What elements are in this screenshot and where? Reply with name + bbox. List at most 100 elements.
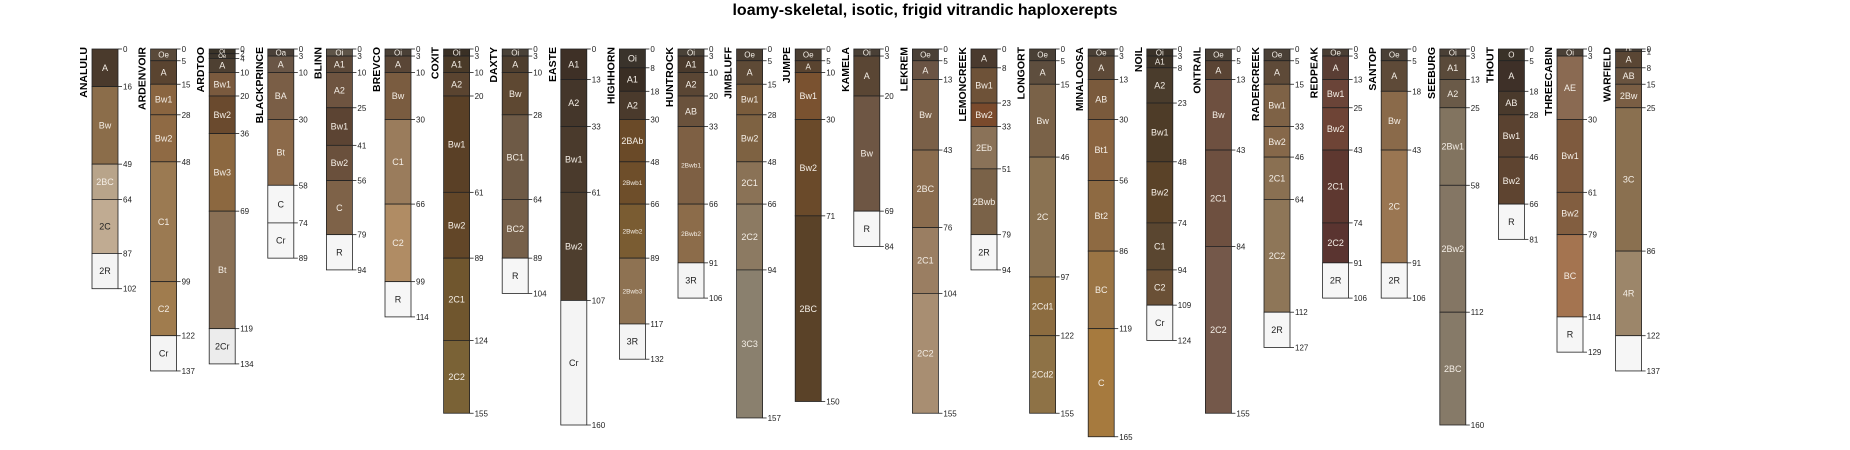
horizon-block bbox=[1556, 119, 1584, 193]
depth-label: 43 bbox=[1236, 146, 1245, 155]
horizon-label: Bt bbox=[218, 265, 227, 275]
horizon-label: A bbox=[981, 54, 987, 64]
depth-label: 13 bbox=[592, 76, 601, 85]
soil-profile-highhorn: HIGHHORN Oi 8 A1 18 A2 30 2BAb 48 2Bwb1 66 2Bwb2 89 2… bbox=[605, 45, 664, 364]
horizon-label: C bbox=[278, 199, 285, 209]
horizon-label: Bw2 bbox=[799, 163, 817, 173]
depth-label: 5 bbox=[826, 57, 831, 66]
depth-label: 0 bbox=[592, 45, 597, 54]
horizon-block bbox=[1205, 245, 1232, 414]
depth-label: 58 bbox=[1471, 181, 1480, 190]
depth-label: 165 bbox=[1119, 433, 1133, 442]
horizon-block bbox=[91, 48, 119, 87]
profile-name: BLINN bbox=[312, 47, 324, 79]
horizon-block bbox=[150, 161, 178, 283]
horizon-block bbox=[560, 191, 588, 301]
soil-profile-jimbluff: JIMBLUFF Oe 5 A 15 Bw1 28 Bw2 48 2C1 66 2C2 94 3C3 157… bbox=[723, 45, 782, 423]
depth-label: 41 bbox=[357, 141, 366, 150]
depth-label: 0 bbox=[357, 45, 362, 54]
horizon-block bbox=[736, 203, 763, 271]
horizon-block bbox=[267, 222, 295, 259]
depth-label: 79 bbox=[357, 231, 366, 240]
depth-label: 79 bbox=[1588, 231, 1597, 240]
horizon-label: A bbox=[161, 68, 167, 78]
depth-label: 13 bbox=[1236, 76, 1245, 85]
profile-name: HUNTROCK bbox=[664, 47, 676, 107]
horizon-block bbox=[1146, 67, 1174, 104]
horizon-label: BA bbox=[275, 91, 287, 101]
depth-label: 0 bbox=[475, 45, 480, 54]
depth-label: 30 bbox=[1119, 116, 1128, 125]
horizon-block bbox=[1263, 83, 1291, 127]
horizon-block bbox=[1263, 311, 1291, 348]
depth-label: 0 bbox=[1412, 45, 1417, 54]
depth-label: 71 bbox=[826, 212, 835, 221]
horizon-label: 2C1 bbox=[1327, 182, 1344, 192]
horizon-label: Bw1 bbox=[1268, 101, 1286, 111]
horizon-block bbox=[970, 234, 998, 271]
depth-label: 0 bbox=[1236, 45, 1241, 54]
horizon-label: A2 bbox=[451, 79, 462, 89]
horizon-label: 2Eb bbox=[976, 143, 992, 153]
depth-label: 23 bbox=[1178, 99, 1187, 108]
horizon-block bbox=[853, 55, 881, 97]
horizon-label: 2C bbox=[99, 222, 111, 232]
depth-label: 0 bbox=[182, 45, 187, 54]
depth-label: 4 bbox=[240, 54, 245, 63]
soil-profile-santop: SANTOP Oe 5 A 18 Bw 43 2C 91 2R 106 0 bbox=[1367, 45, 1426, 303]
horizon-label: 3C bbox=[1623, 175, 1635, 185]
profile-name: COXIT bbox=[430, 46, 442, 79]
depth-label: 89 bbox=[475, 254, 484, 263]
horizon-label: Oe bbox=[1037, 51, 1048, 60]
horizon-label: R bbox=[512, 271, 519, 281]
profile-name: BREVCO bbox=[371, 47, 383, 92]
horizon-label: Bt2 bbox=[1094, 211, 1108, 221]
depth-label: 8 bbox=[1178, 64, 1183, 73]
horizon-label: Bw1 bbox=[1327, 89, 1345, 99]
profile-name: ANALULU bbox=[78, 47, 90, 98]
depth-label: 137 bbox=[182, 367, 196, 376]
horizon-block bbox=[1146, 222, 1174, 271]
depth-label: 49 bbox=[123, 160, 132, 169]
horizon-block bbox=[619, 203, 646, 259]
depth-label: 48 bbox=[768, 158, 777, 167]
horizon-block bbox=[1087, 328, 1115, 438]
depth-label: 20 bbox=[475, 92, 484, 101]
horizon-block bbox=[325, 180, 353, 236]
horizon-block bbox=[736, 269, 763, 419]
horizon-block bbox=[560, 79, 588, 127]
depth-label: 8 bbox=[1647, 64, 1652, 73]
horizon-label: 2R bbox=[978, 247, 990, 257]
soil-profile-ontrail: ONTRAIL Oe 5 A 13 Bw 43 2C1 84 2C2 155 0 bbox=[1191, 45, 1250, 418]
depth-label: 61 bbox=[592, 188, 601, 197]
horizon-block bbox=[443, 339, 471, 414]
depth-label: 5 bbox=[1529, 57, 1534, 66]
profile-name: DAXTY bbox=[488, 47, 500, 83]
depth-label: 10 bbox=[299, 69, 308, 78]
depth-label: 5 bbox=[768, 57, 773, 66]
soil-profile-easte: EASTE A1 13 A2 33 Bw1 61 Bw2 107 Cr 160 0 bbox=[547, 45, 606, 430]
depth-label: 43 bbox=[943, 146, 952, 155]
depth-label: 0 bbox=[650, 45, 655, 54]
horizon-label: 2R bbox=[99, 266, 111, 276]
profile-name: SANTOP bbox=[1367, 47, 1379, 91]
horizon-label: 2Bwb1 bbox=[681, 163, 701, 170]
horizon-block bbox=[970, 126, 998, 170]
horizon-label: Oi bbox=[1566, 48, 1574, 57]
horizon-block bbox=[384, 281, 412, 318]
depth-label: 13 bbox=[1354, 76, 1363, 85]
horizon-block bbox=[970, 67, 998, 104]
profile-name: ONTRAIL bbox=[1191, 46, 1203, 93]
depth-label: 10 bbox=[533, 69, 542, 78]
horizon-block bbox=[1205, 79, 1232, 151]
depth-label: 3 bbox=[709, 52, 714, 61]
horizon-label: Oe bbox=[1272, 51, 1283, 60]
depth-label: 94 bbox=[1178, 266, 1187, 275]
horizon-label: C1 bbox=[158, 217, 170, 227]
horizon-label: Cr bbox=[1155, 318, 1165, 328]
depth-label: 84 bbox=[1236, 242, 1245, 251]
depth-label: 0 bbox=[533, 45, 538, 54]
horizon-label: Oe bbox=[218, 54, 227, 60]
depth-label: 43 bbox=[1354, 146, 1363, 155]
